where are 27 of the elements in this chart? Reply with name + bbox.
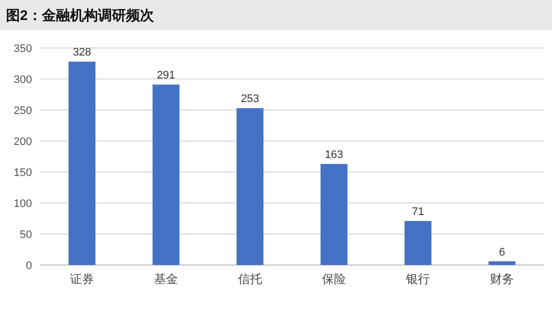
y-tick-label: 200 (14, 136, 32, 148)
y-tick-label: 350 (14, 43, 32, 55)
y-tick-label: 150 (14, 167, 32, 179)
x-tick-label: 银行 (405, 272, 430, 286)
y-tick-label: 50 (20, 229, 32, 241)
data-label: 163 (324, 148, 344, 161)
bar (236, 108, 264, 265)
data-label: 6 (498, 246, 506, 258)
y-tick-label: 250 (14, 105, 32, 117)
x-tick-label: 财务 (490, 272, 514, 286)
y-tick-label: 0 (26, 260, 32, 272)
y-tick-label: 300 (14, 74, 32, 86)
data-label: 328 (72, 46, 92, 59)
bar (488, 261, 516, 265)
x-tick-label: 基金 (154, 272, 178, 286)
y-tick-label: 100 (14, 198, 32, 210)
data-label: 291 (156, 70, 176, 82)
x-tick-label: 保险 (322, 272, 346, 286)
bar (320, 164, 348, 265)
chart-title: 图2：金融机构调研频次 (6, 7, 155, 23)
x-tick-label: 信托 (238, 272, 262, 286)
bar (404, 220, 432, 265)
data-label: 253 (240, 93, 260, 106)
bar (68, 62, 96, 265)
data-label: 71 (412, 206, 424, 218)
x-tick-label: 证券 (70, 272, 94, 286)
bar (152, 84, 180, 265)
